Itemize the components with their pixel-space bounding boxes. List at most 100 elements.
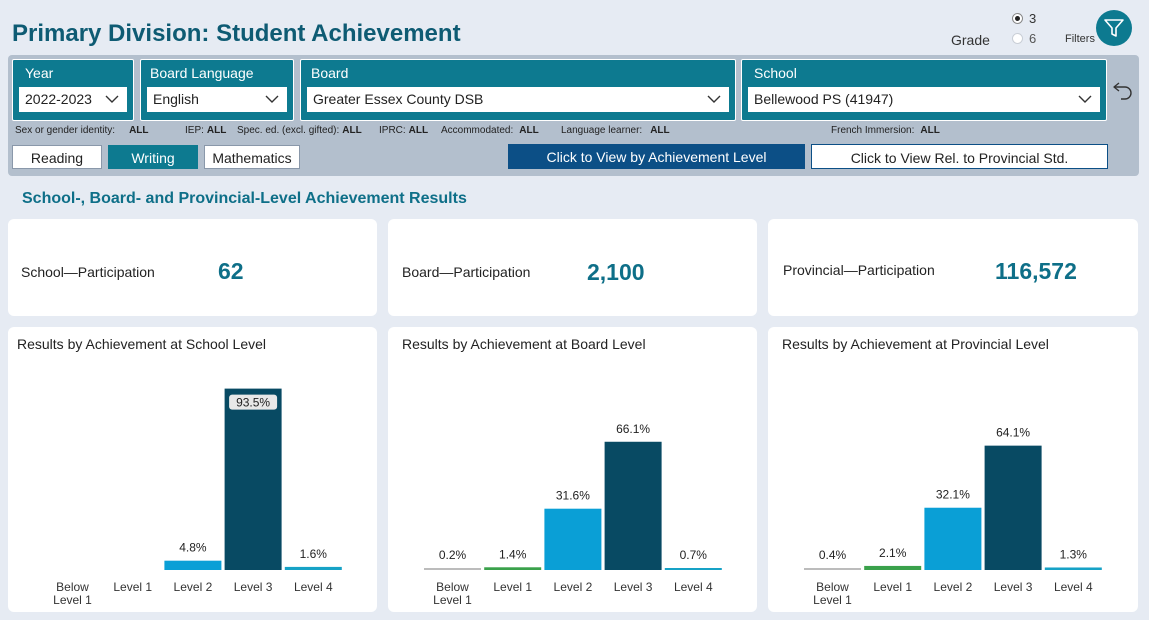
board-slicer-label: Board [311, 65, 349, 81]
filter-summary-accommodated: Accommodated: ALL [441, 125, 539, 136]
x-tick-label: Level 2 [174, 580, 213, 594]
view-by-achievement-level-button[interactable]: Click to View by Achievement Level [508, 144, 805, 169]
filter-value: ALL [342, 125, 362, 136]
x-tick-label: Level 1 [493, 580, 532, 594]
kpi-label: Board—Participation [402, 264, 531, 280]
bar-level-4 [1044, 567, 1102, 570]
x-tick-label: Level 2 [934, 580, 973, 594]
filter-label: IPRC: [379, 125, 406, 136]
view-rel-provincial-std-button[interactable]: Click to View Rel. to Provincial Std. [811, 144, 1108, 169]
grade-option-6[interactable]: 6 [1012, 31, 1036, 46]
x-tick-label: Level 1 [813, 593, 852, 607]
school-slicer-label: School [754, 65, 797, 81]
filter-label: Accommodated: [441, 125, 514, 136]
grade-option-label: 3 [1029, 11, 1037, 26]
chart-title: Results by Achievement at Provincial Lev… [782, 336, 1049, 352]
filter-value: ALL [129, 125, 149, 136]
chart-card-board: Results by Achievement at Board Level 0.… [388, 327, 757, 612]
bar-level-1 [484, 567, 542, 570]
radio-selected-icon[interactable] [1012, 13, 1023, 24]
filter-value: ALL [650, 125, 670, 136]
bar-level-2 [164, 560, 222, 570]
x-tick-label: Level 3 [614, 580, 653, 594]
x-tick-label: Level 4 [294, 580, 333, 594]
filter-label: Language learner: [561, 125, 643, 136]
filter-label: Spec. ed. (excl. gifted): [237, 125, 340, 136]
page-title: Primary Division: Student Achievement [12, 20, 461, 47]
year-slicer: Year 2022-2023 [12, 59, 134, 121]
bar-level-1 [864, 565, 922, 570]
tab-mathematics[interactable]: Mathematics [204, 145, 300, 169]
school-slicer: School Bellewood PS (41947) [741, 59, 1107, 121]
radio-unselected-icon[interactable] [1012, 33, 1023, 44]
data-label: 0.4% [819, 548, 847, 562]
grade-option-3[interactable]: 3 [1012, 11, 1036, 26]
bar-level-2 [924, 507, 982, 570]
chart-card-school: Results by Achievement at School Level B… [8, 327, 377, 612]
chevron-down-icon [265, 95, 279, 103]
grade-option-label: 6 [1029, 31, 1037, 46]
chart-card-provincial: Results by Achievement at Provincial Lev… [768, 327, 1138, 612]
funnel-icon [1104, 19, 1124, 37]
filters-button[interactable] [1096, 10, 1132, 46]
data-label: 66.1% [616, 422, 650, 436]
board-dropdown[interactable]: Greater Essex County DSB [307, 87, 729, 112]
filter-value: ALL [408, 125, 429, 136]
year-slicer-label: Year [25, 65, 54, 81]
x-tick-label: Below [56, 580, 89, 594]
data-label: 1.6% [300, 547, 328, 561]
bar-below-level-1 [804, 568, 861, 570]
filter-value: ALL [920, 125, 940, 136]
kpi-card-school: School—Participation 62 [8, 219, 377, 316]
bar-level-3 [224, 388, 282, 570]
filter-summary-french-immersion: French Immersion: ALL [831, 125, 940, 136]
chevron-down-icon [105, 95, 119, 103]
board-language-slicer: Board Language English [140, 59, 294, 121]
bar-level-3 [984, 445, 1042, 570]
data-label: 64.1% [996, 426, 1030, 440]
data-label: 1.3% [1060, 547, 1088, 561]
chart-title: Results by Achievement at School Level [17, 336, 267, 352]
x-tick-label: Level 1 [53, 593, 92, 607]
bar-level-3 [604, 441, 662, 570]
kpi-card-board: Board—Participation 2,100 [388, 219, 757, 316]
x-tick-label: Level 1 [113, 580, 152, 594]
bar-level-4 [664, 568, 722, 570]
kpi-card-provincial: Provincial—Participation 116,572 [768, 219, 1138, 316]
filter-summary-iep: IEP: ALL [185, 125, 226, 136]
board-dropdown-value: Greater Essex County DSB [313, 91, 484, 107]
x-tick-label: Level 4 [1054, 580, 1093, 594]
data-label: 32.1% [936, 488, 970, 502]
x-tick-label: Level 2 [554, 580, 593, 594]
filter-label: Sex or gender identity: [15, 125, 116, 136]
tab-reading[interactable]: Reading [12, 145, 102, 169]
x-tick-label: Level 3 [994, 580, 1033, 594]
bar-level-4 [284, 566, 342, 570]
data-label: 0.2% [439, 548, 467, 562]
chart-title: Results by Achievement at Board Level [402, 336, 646, 352]
filter-summary-spec-ed: Spec. ed. (excl. gifted): ALL [237, 125, 362, 136]
board-slicer: Board Greater Essex County DSB [300, 59, 736, 121]
school-dropdown[interactable]: Bellewood PS (41947) [748, 87, 1100, 112]
filter-summary-gender: Sex or gender identity: ALL [15, 125, 149, 136]
filter-value: ALL [206, 125, 227, 136]
tab-writing[interactable]: Writing [108, 145, 198, 169]
kpi-value: 116,572 [995, 258, 1077, 284]
grade-label: Grade [951, 32, 990, 48]
data-label: 4.8% [179, 541, 207, 555]
data-label: 93.5% [236, 396, 270, 410]
kpi-value: 62 [218, 258, 244, 284]
undo-icon[interactable] [1112, 78, 1134, 100]
filters-label: Filters [1065, 33, 1095, 45]
kpi-label: School—Participation [21, 264, 155, 280]
kpi-label: Provincial—Participation [783, 262, 935, 278]
chevron-down-icon [707, 95, 721, 103]
year-dropdown[interactable]: 2022-2023 [19, 87, 127, 112]
board-language-slicer-label: Board Language [150, 65, 254, 81]
board-language-dropdown[interactable]: English [147, 87, 287, 112]
x-tick-label: Level 4 [674, 580, 713, 594]
data-label-background [229, 394, 278, 410]
